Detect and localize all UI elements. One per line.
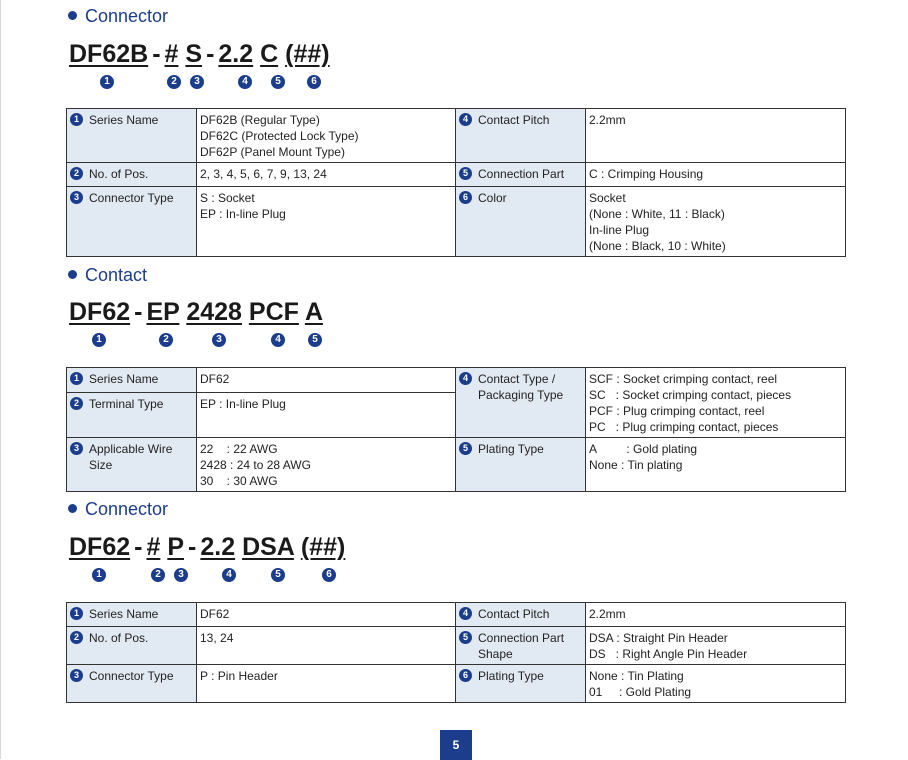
callout-5: 5 [271, 75, 285, 89]
page-edge-line [0, 0, 1, 759]
callout-5: 5 [308, 333, 322, 347]
spec-table-contact-df62: 1 Series Name DF62 4 Contact Type / Packagi… [66, 366, 846, 492]
section-title-connector-header: Connector [68, 499, 168, 520]
value-plating-type: A : Gold plating None : Tin plating [585, 437, 846, 492]
value-color: Socket (None : White, 11 : Black) In-line … [585, 186, 846, 257]
part-number-connector-df62b: DF62B - # S -2.2 C (##) [69, 40, 330, 68]
section-title-contact: Contact [68, 265, 147, 286]
label-connector-type: 3 Connector Type [66, 664, 197, 703]
label-color: 6 Color [455, 186, 586, 257]
callout-6: 6 [322, 568, 336, 582]
table-row: 3 Connector Type S : Socket EP : In-line P… [66, 186, 846, 257]
bullet-dot-icon [68, 269, 77, 279]
table-row: 2 Terminal Type EP : In-line Plug [66, 392, 846, 438]
value-terminal-type: EP : In-line Plug [196, 392, 456, 438]
table-row: 3 Applicable Wire Size 22 : 22 AWG 2428 : 2… [66, 437, 846, 492]
value-connection-part: C : Crimping Housing [585, 162, 846, 187]
part-seg-color: (##) [285, 40, 330, 68]
part-seg-positions: # [164, 40, 179, 68]
callout-3: 3 [190, 75, 204, 89]
table-row: 1 Series Name DF62B (Regular Type) DF62C (… [66, 108, 846, 163]
part-seg-wire: 2428 [186, 298, 242, 326]
value-connector-type: S : Socket EP : In-line Plug [196, 186, 456, 257]
callout-1: 1 [92, 568, 106, 582]
label-connection-part: 5 Connection Part [455, 162, 586, 187]
spec-table-connector-df62b: 1 Series Name DF62B (Regular Type) DF62C (… [66, 108, 846, 257]
part-seg-pitch: 2.2 [200, 533, 236, 561]
label-connection-part-shape: 5 Connection Part Shape [455, 626, 586, 665]
label-series-name: 1 Series Name [66, 366, 197, 394]
part-seg-series: DF62 [69, 533, 131, 561]
page-number: 5 [440, 730, 472, 760]
label-contact-pitch: 4 Contact Pitch [455, 602, 586, 627]
callout-6: 6 [307, 75, 321, 89]
part-seg-positions: # [146, 533, 161, 561]
label-connector-type: 3 Connector Type [66, 186, 197, 257]
part-seg-type: P [167, 533, 185, 561]
table-row: 1 Series Name DF62 4 Contact Pitch 2.2mm [66, 602, 846, 627]
bullet-dot-icon [68, 503, 77, 513]
callout-2: 2 [151, 568, 165, 582]
value-series-name: DF62 [196, 366, 456, 394]
table-row: 3 Connector Type P : Pin Header 6 Plating … [66, 664, 846, 703]
callout-1: 1 [100, 75, 114, 89]
value-series-name: DF62 [196, 602, 456, 627]
table-row: 1 Series Name DF62 4 Contact Type / Packagi… [66, 366, 846, 438]
part-number-connector-df62: DF62- # P -2.2 DSA (##) [69, 533, 346, 561]
label-plating-type: 5 Plating Type [455, 437, 586, 492]
value-contact-pitch: 2.2mm [585, 108, 846, 163]
value-no-of-pos: 13, 24 [196, 626, 456, 665]
label-plating-type: 6 Plating Type [455, 664, 586, 703]
callout-4: 4 [222, 568, 236, 582]
part-seg-contact-type: PCF [248, 298, 299, 326]
part-seg-series: DF62B [69, 40, 149, 68]
callout-5: 5 [271, 568, 285, 582]
part-seg-type: S [185, 40, 203, 68]
part-seg-shape: DSA [242, 533, 294, 561]
part-seg-connection: C [260, 40, 279, 68]
value-contact-type-packaging: SCF : Socket crimping contact, reel SC : … [585, 367, 846, 438]
part-number-contact-df62: DF62- EP 2428 PCF A [69, 298, 323, 326]
label-contact-type-packaging: 4 Contact Type / Packaging Type [455, 367, 586, 438]
value-plating-type: None : Tin Plating 01 : Gold Plating [585, 664, 846, 703]
value-no-of-pos: 2, 3, 4, 5, 6, 7, 9, 13, 24 [196, 162, 456, 187]
value-connection-part-shape: DSA : Straight Pin Header DS : Right Angl… [585, 626, 846, 665]
label-terminal-type: 2 Terminal Type [66, 392, 197, 438]
section-title-connector: Connector [68, 6, 168, 27]
label-series-name: 1 Series Name [66, 108, 197, 163]
bullet-dot-icon [68, 10, 77, 20]
table-row: 2 No. of Pos. 13, 24 5 Connection Part Shap… [66, 626, 846, 665]
callout-1: 1 [92, 333, 106, 347]
label-no-of-pos: 2 No. of Pos. [66, 626, 197, 665]
value-contact-pitch: 2.2mm [585, 602, 846, 627]
part-seg-terminal: EP [146, 298, 180, 326]
table-row: 2 No. of Pos. 2, 3, 4, 5, 6, 7, 9, 13, 24… [66, 162, 846, 187]
value-applicable-wire-size: 22 : 22 AWG 2428 : 24 to 28 AWG 30 : 30 AW… [196, 437, 456, 492]
label-contact-pitch: 4 Contact Pitch [455, 108, 586, 163]
callout-4: 4 [238, 75, 252, 89]
value-connector-type: P : Pin Header [196, 664, 456, 703]
callout-3: 3 [212, 333, 226, 347]
label-applicable-wire-size: 3 Applicable Wire Size [66, 437, 197, 492]
label-series-name: 1 Series Name [66, 602, 197, 627]
label-no-of-pos: 2 No. of Pos. [66, 162, 197, 187]
callout-2: 2 [159, 333, 173, 347]
part-seg-pitch: 2.2 [218, 40, 254, 68]
part-seg-series: DF62 [69, 298, 131, 326]
part-seg-plating: A [304, 298, 323, 326]
callout-3: 3 [174, 568, 188, 582]
callout-2: 2 [167, 75, 181, 89]
part-seg-plating: (##) [300, 533, 346, 561]
callout-4: 4 [271, 333, 285, 347]
value-series-name: DF62B (Regular Type) DF62C (Protected Loc… [196, 108, 456, 163]
spec-table-connector-df62: 1 Series Name DF62 4 Contact Pitch 2.2mm 2… [66, 602, 846, 703]
